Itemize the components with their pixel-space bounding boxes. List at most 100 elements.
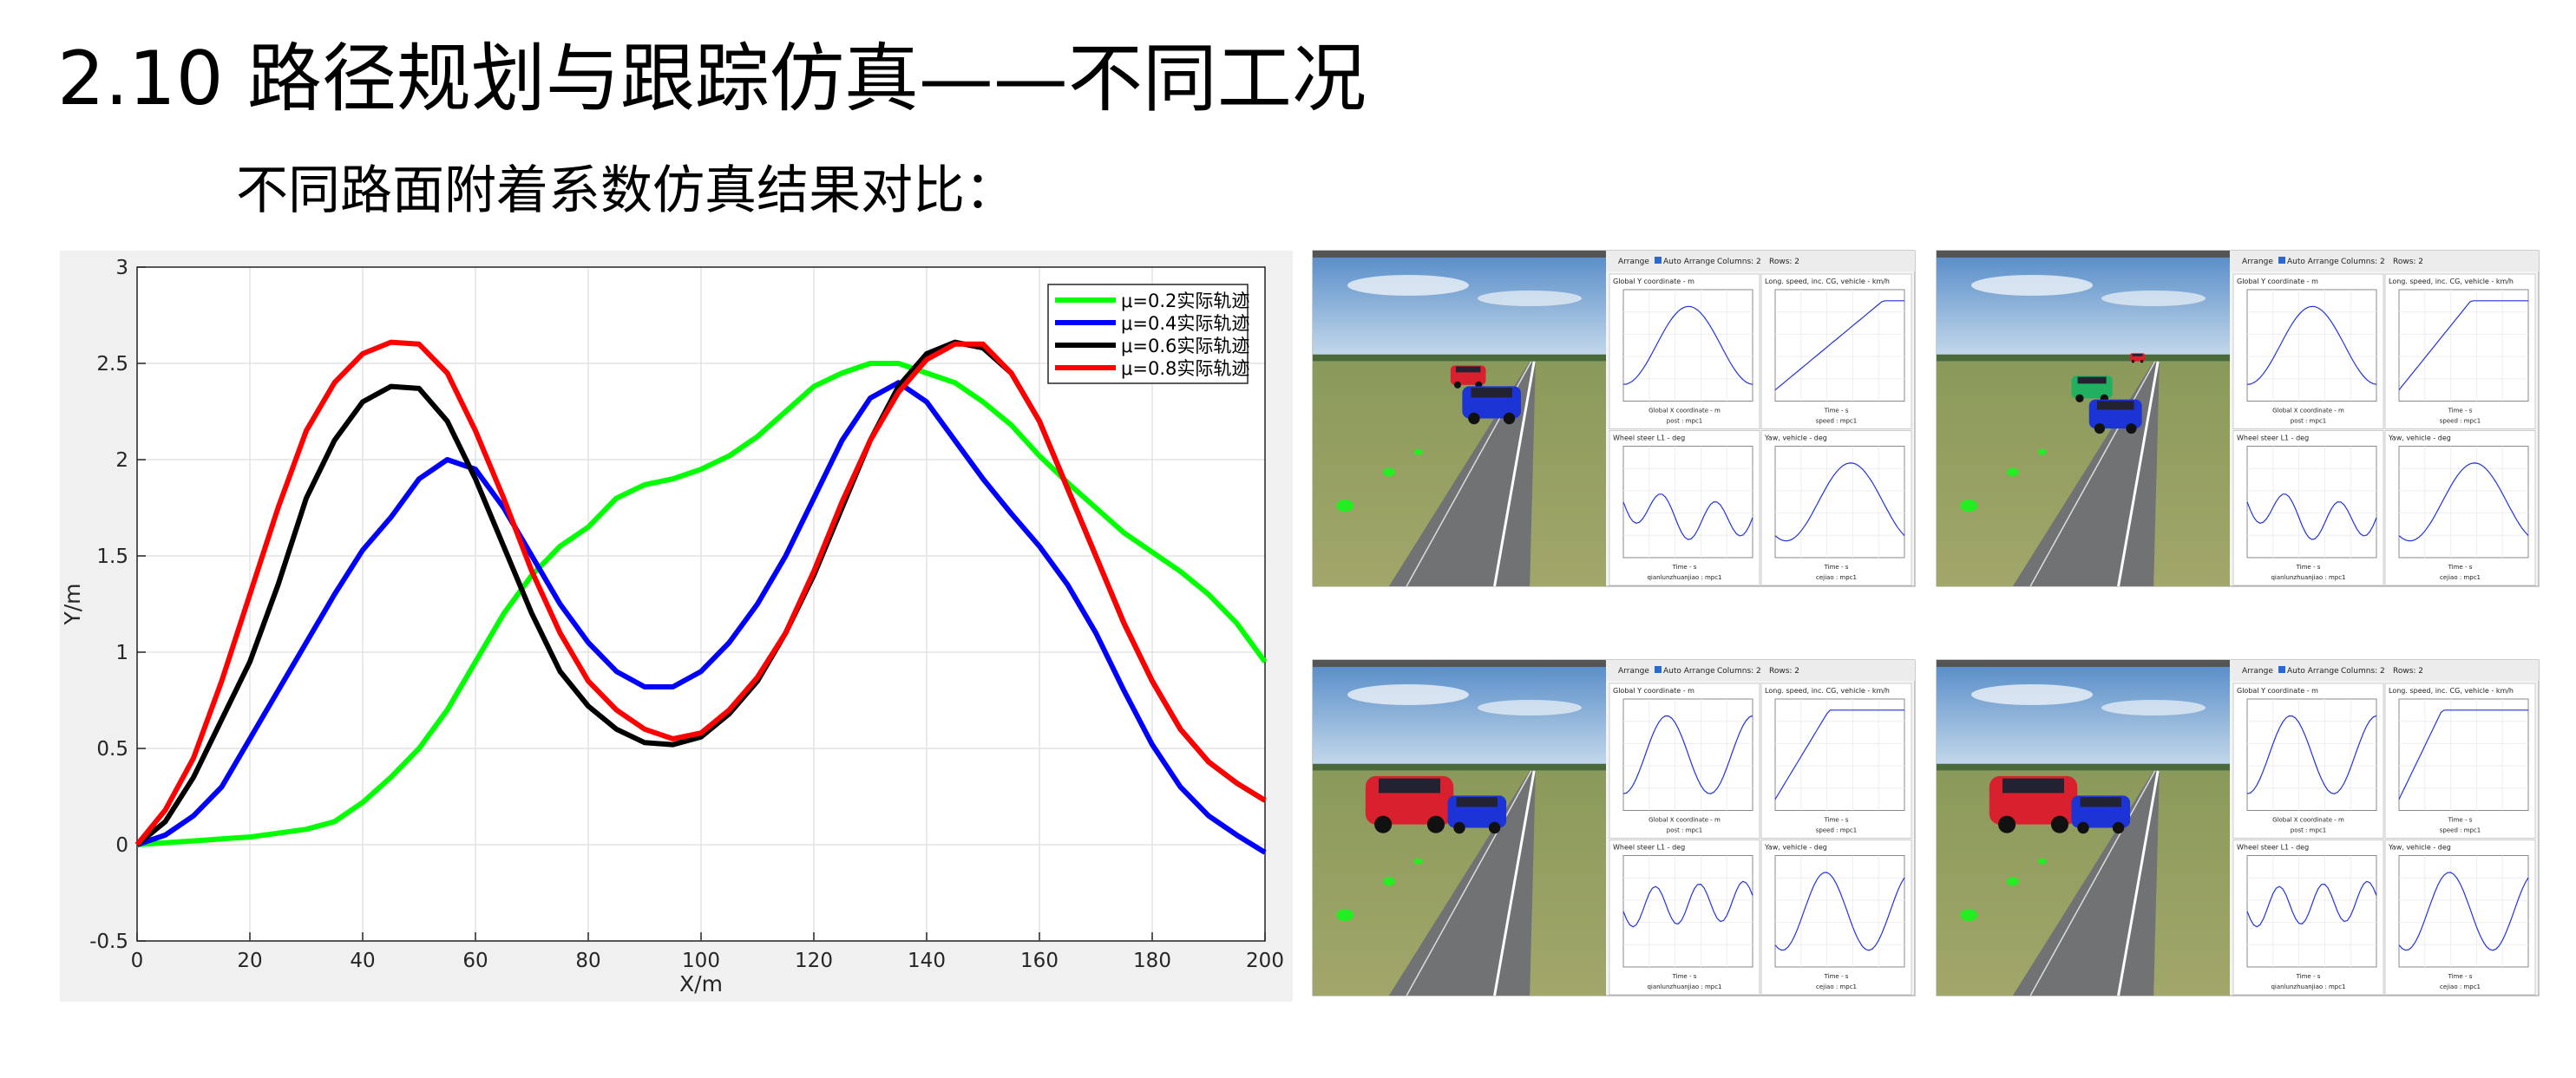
sky bbox=[1937, 667, 2230, 771]
subplot-axes bbox=[1774, 698, 1905, 811]
path-marker bbox=[1413, 858, 1423, 865]
x-tick-label: 160 bbox=[1020, 950, 1059, 972]
window-titlebar bbox=[1313, 660, 1606, 667]
toolbar-label: Auto Arrange bbox=[1663, 258, 1715, 266]
road-edge bbox=[2029, 770, 2156, 996]
x-tick-label: 80 bbox=[575, 950, 600, 972]
window-titlebar bbox=[1937, 660, 2230, 667]
toolbar-label: Rows: 2 bbox=[2393, 258, 2423, 266]
legend-label: μ=0.6实际轨迹 bbox=[1121, 336, 1249, 356]
simulation-screenshot: Arrange Auto Arrange Columns: 2 Rows: 2 Glob… bbox=[1936, 250, 2540, 587]
subplot-title: Wheel steer L1 - deg bbox=[2237, 844, 2309, 852]
car-window bbox=[2096, 401, 2134, 410]
subplot-caption: cejiao : mpc1 bbox=[2440, 983, 2481, 990]
subplot-curve bbox=[2246, 305, 2377, 385]
cloud bbox=[1478, 291, 1582, 306]
simulation-screenshot: Arrange Auto Arrange Columns: 2 Rows: 2 Glob… bbox=[1312, 659, 1916, 996]
toolbar-label: Arrange bbox=[2242, 258, 2273, 266]
subplot-axes bbox=[2246, 446, 2377, 559]
x-tick-label: 40 bbox=[350, 950, 375, 972]
subplot-xlabel: Time - s bbox=[1824, 564, 1849, 571]
subplot-axes bbox=[1774, 855, 1905, 968]
toolbar-label: Rows: 2 bbox=[1769, 258, 1799, 266]
subplot-xlabel: Time - s bbox=[1672, 973, 1697, 980]
subplot-axes bbox=[1774, 446, 1905, 559]
subplot-caption: post : mpc1 bbox=[1667, 827, 1703, 834]
y-tick-label: 2.5 bbox=[96, 353, 128, 376]
subplot-axes bbox=[1622, 446, 1753, 559]
subplot-curve bbox=[1622, 880, 1753, 928]
subplot-xlabel: Global X coordinate - m bbox=[1649, 408, 1721, 415]
subplot-axes bbox=[2246, 289, 2377, 402]
subplot-caption: speed : mpc1 bbox=[2440, 827, 2481, 834]
car-wheel bbox=[1488, 821, 1501, 834]
subplot-curve bbox=[2246, 715, 2377, 794]
road-edge bbox=[1493, 770, 1536, 996]
subplot-curve bbox=[1622, 715, 1753, 794]
subplot-caption: post : mpc1 bbox=[2291, 827, 2327, 834]
subplot-xlabel: Global X coordinate - m bbox=[2272, 408, 2344, 415]
path-marker bbox=[2037, 858, 2047, 865]
checkbox bbox=[2278, 666, 2285, 673]
path-marker bbox=[2006, 877, 2019, 886]
road-edge bbox=[1406, 770, 1532, 996]
subplot-title: Yaw, vehicle - deg bbox=[2388, 844, 2451, 852]
subplot-curve bbox=[1774, 709, 1904, 800]
subplot-caption: cejiao : mpc1 bbox=[1816, 983, 1857, 990]
subplot-curve bbox=[1774, 300, 1904, 391]
road-edge bbox=[2117, 770, 2160, 996]
toolbar-label: Columns: 2 bbox=[1717, 258, 1761, 266]
y-tick-label: 1 bbox=[115, 642, 128, 664]
y-tick-label: 1.5 bbox=[96, 546, 128, 568]
subplot-xlabel: Global X coordinate - m bbox=[2272, 817, 2344, 824]
cloud bbox=[1971, 275, 2093, 296]
legend-label: μ=0.4实际轨迹 bbox=[1121, 313, 1249, 334]
subplot-title: Yaw, vehicle - deg bbox=[1764, 434, 1827, 442]
path-marker bbox=[1382, 877, 1395, 886]
car-wheel bbox=[1503, 412, 1516, 425]
window-titlebar bbox=[1937, 251, 2230, 258]
road-edge bbox=[2029, 361, 2156, 587]
subplot-curve bbox=[2398, 300, 2528, 391]
path-marker bbox=[1413, 448, 1423, 455]
slide-title: 2.10 路径规划与跟踪仿真——不同工况 bbox=[57, 36, 1367, 122]
subplot-xlabel: Time - s bbox=[2448, 817, 2473, 824]
car-wheel bbox=[1453, 821, 1465, 834]
checkbox bbox=[1655, 257, 1662, 264]
subplot-xlabel: Global X coordinate - m bbox=[1649, 817, 1721, 824]
y-tick-label: 0.5 bbox=[96, 738, 128, 761]
y-tick-label: 0 bbox=[115, 834, 128, 857]
toolbar-label: Auto Arrange bbox=[1663, 667, 1715, 676]
subplot-curve bbox=[2246, 880, 2377, 928]
x-tick-label: 200 bbox=[1246, 950, 1284, 972]
car-wheel bbox=[2050, 815, 2068, 833]
data-line bbox=[134, 339, 1267, 846]
hills bbox=[1313, 354, 1606, 362]
y-tick-label: -0.5 bbox=[89, 931, 128, 953]
path-marker bbox=[2006, 467, 2019, 477]
subplot-title: Wheel steer L1 - deg bbox=[1613, 844, 1685, 852]
subplot-caption: speed : mpc1 bbox=[2440, 418, 2481, 425]
x-tick-label: 60 bbox=[462, 950, 488, 972]
subplot-curve bbox=[2246, 493, 2377, 540]
subplot-curve bbox=[2398, 709, 2528, 800]
car-window bbox=[1471, 388, 1512, 398]
path-marker bbox=[1336, 500, 1354, 513]
simulation-screenshot: Arrange Auto Arrange Columns: 2 Rows: 2 Glob… bbox=[1312, 250, 1916, 587]
subplot-curve bbox=[2398, 462, 2529, 542]
path-marker bbox=[1336, 909, 1354, 922]
sky bbox=[1937, 258, 2230, 362]
car-wheel bbox=[2131, 360, 2135, 363]
subplot-title: Long. speed, inc. CG, vehicle - km/h bbox=[1765, 278, 1890, 285]
cloud bbox=[1971, 684, 2093, 705]
car-window bbox=[2077, 376, 2107, 384]
sky bbox=[1313, 667, 1606, 771]
toolbar-label: Columns: 2 bbox=[2341, 258, 2385, 266]
checkbox bbox=[1655, 666, 1662, 673]
slide-subtitle: 不同路面附着系数仿真结果对比： bbox=[236, 160, 1017, 221]
x-tick-label: 120 bbox=[795, 950, 833, 972]
toolbar-label: Columns: 2 bbox=[2341, 667, 2385, 676]
hills bbox=[1937, 354, 2230, 362]
path-marker bbox=[1960, 909, 1978, 922]
data-line bbox=[136, 380, 1267, 855]
